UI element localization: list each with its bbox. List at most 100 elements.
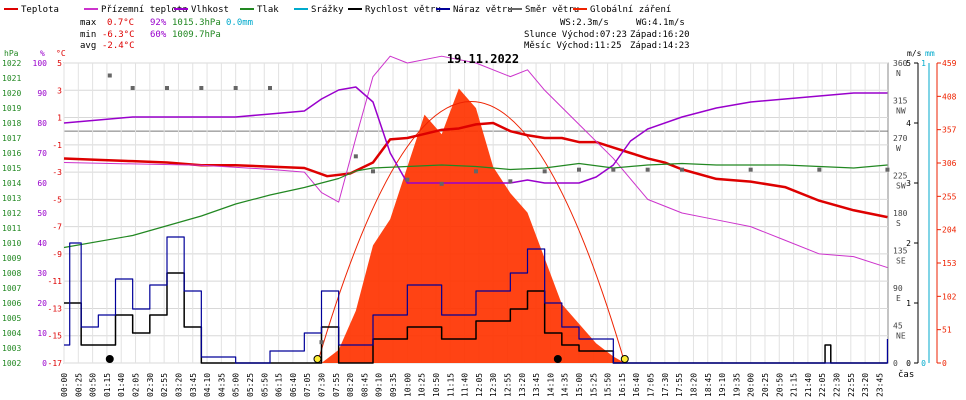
- hum-tick-label: 0: [42, 359, 47, 368]
- time-tick-label: 16:15: [618, 373, 627, 397]
- rad-tick-label: 204: [942, 226, 957, 235]
- time-tick-label: 01:15: [103, 373, 112, 397]
- time-tick-label: 00:50: [89, 373, 98, 397]
- time-tick-label: 21:15: [790, 373, 799, 397]
- press-tick-label: 1010: [2, 239, 21, 248]
- time-tick-label: 19:10: [718, 373, 727, 397]
- wind-direction-point: [319, 340, 324, 345]
- press-tick-label: 1002: [2, 359, 21, 368]
- hum-tick-label: 30: [37, 269, 47, 278]
- time-tick-label: 09:35: [389, 373, 398, 397]
- time-tick-label: 02:55: [160, 373, 169, 397]
- wind-direction-point: [645, 167, 650, 172]
- series-line-prizemni-teplota: [63, 55, 888, 269]
- dir-name-label: NE: [896, 332, 906, 341]
- time-tick-label: 19:35: [732, 373, 741, 397]
- legend: Teplota Přízemní teplota Vlhkost Tlak Srážky…: [4, 5, 671, 15]
- press-tick-label: 1017: [2, 134, 21, 143]
- time-tick-label: 04:10: [203, 373, 212, 397]
- wind-direction-point: [680, 167, 684, 172]
- time-tick-label: 03:20: [174, 373, 183, 397]
- temp-tick-label: -1: [52, 141, 62, 150]
- rad-tick-label: 408: [942, 92, 957, 101]
- info-panel: max 0.7°C 92% 1015.3hPa 0.0mm min -6.3°C…: [80, 18, 914, 380]
- press-tick-label: 1015: [2, 164, 21, 173]
- wind-direction-point: [577, 167, 581, 172]
- time-tick-label: 11:40: [461, 373, 470, 397]
- time-tick-label: 09:10: [375, 373, 384, 397]
- sunset-marker: [620, 355, 629, 363]
- press-tick-label: 1007: [2, 284, 21, 293]
- legend-label: Rychlost větru: [365, 5, 441, 15]
- series-line-vlhkost: [63, 86, 888, 184]
- x-axis-label: čas: [898, 369, 914, 380]
- time-tick-label: 10:25: [418, 373, 427, 397]
- wind-direction-point: [542, 169, 547, 174]
- dir-name-label: SW: [896, 182, 906, 191]
- stats-min-label: min: [80, 30, 96, 40]
- dir-tick-label: 135: [893, 247, 908, 256]
- radiation-layer: [317, 88, 626, 364]
- dir-tick-label: 360: [893, 59, 908, 68]
- wind-direction-point: [371, 169, 375, 174]
- rain-unit-label: mm: [925, 49, 935, 58]
- time-tick-label: 08:20: [346, 373, 355, 397]
- hum-tick-label: 10: [37, 329, 47, 338]
- hum-unit-label: %: [40, 49, 45, 58]
- stats-min-hum: 60%: [150, 30, 167, 40]
- wind-tick-label: 1: [906, 299, 911, 308]
- series-line-naraz-vetru: [64, 236, 889, 364]
- dir-name-label: W: [896, 144, 901, 153]
- time-tick-label: 02:05: [132, 373, 141, 397]
- wind-direction-point: [885, 167, 890, 172]
- dir-name-label: N: [896, 69, 901, 78]
- temp-tick-label: -13: [48, 304, 63, 313]
- rad-tick-label: 255: [942, 192, 957, 201]
- dir-tick-label: 225: [893, 172, 908, 181]
- legend-label: Náraz větru: [453, 5, 513, 15]
- time-tick-label: 07:30: [318, 373, 327, 397]
- time-tick-label: 05:00: [232, 373, 241, 397]
- temp-unit-label: °C: [56, 49, 66, 58]
- press-tick-label: 1018: [2, 119, 21, 128]
- time-tick-label: 22:05: [818, 373, 827, 397]
- legend-label: Tlak: [257, 5, 279, 15]
- legend-label: Směr větru: [525, 5, 579, 15]
- rad-tick-label: 153: [942, 259, 957, 268]
- axes: 00:00 00:25 00:50 01:15 01:40 02:05 02:30 02:55…: [2, 49, 957, 397]
- press-tick-label: 1005: [2, 314, 21, 323]
- wind-wg: WG:4.1m/s: [636, 18, 685, 28]
- dir-name-label: NW: [896, 107, 906, 116]
- legend-label: Teplota: [21, 5, 59, 15]
- time-tick-label: 06:15: [275, 373, 284, 397]
- time-tick-label: 07:05: [303, 373, 312, 397]
- hum-tick-label: 50: [37, 209, 47, 218]
- press-tick-label: 1008: [2, 269, 21, 278]
- stats-avg-label: avg: [80, 41, 96, 51]
- rad-tick-label: 459: [942, 59, 957, 68]
- time-tick-label: 00:00: [60, 373, 69, 397]
- dir-unit-label: m/s: [907, 49, 922, 58]
- wind-direction-point: [439, 181, 444, 186]
- rain-tick-label: 1: [921, 59, 926, 68]
- wind-direction-point: [130, 86, 135, 90]
- time-tick-label: 23:20: [861, 373, 870, 397]
- press-tick-label: 1016: [2, 149, 21, 158]
- time-tick-label: 20:25: [761, 373, 770, 397]
- press-tick-label: 1014: [2, 179, 21, 188]
- hum-tick-label: 20: [37, 299, 47, 308]
- legend-label: Globální záření: [590, 5, 671, 15]
- rad-tick-label: 102: [942, 292, 957, 301]
- wind-direction-point: [107, 73, 112, 78]
- wind-tick-label: 5: [906, 59, 911, 68]
- time-tick-label: 06:40: [289, 373, 298, 397]
- wind-ws: WS:2.3m/s: [560, 18, 609, 28]
- time-tick-label: 05:50: [260, 373, 269, 397]
- press-tick-label: 1021: [2, 74, 21, 83]
- dir-tick-label: 45: [893, 322, 903, 331]
- time-tick-label: 12:05: [475, 373, 484, 397]
- wind-tick-label: 2: [906, 239, 911, 248]
- temp-tick-label: 3: [57, 86, 62, 95]
- time-tick-label: 14:10: [546, 373, 555, 397]
